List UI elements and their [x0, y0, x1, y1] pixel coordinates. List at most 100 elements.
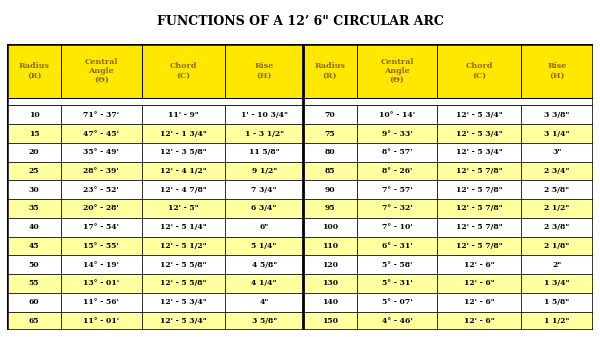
- Text: 1 1/2": 1 1/2": [544, 317, 569, 325]
- Text: 1 3/4": 1 3/4": [544, 279, 569, 287]
- Bar: [303, 255, 357, 274]
- Bar: [437, 180, 521, 199]
- Bar: [303, 143, 357, 162]
- Bar: [61, 237, 142, 255]
- Bar: [142, 180, 226, 199]
- Text: 12' - 5 7/8": 12' - 5 7/8": [456, 186, 503, 194]
- Text: 12' - 5 7/8": 12' - 5 7/8": [456, 205, 503, 212]
- Text: 8° - 57': 8° - 57': [382, 148, 412, 156]
- Bar: [303, 237, 357, 255]
- Bar: [437, 311, 521, 330]
- Text: 4 5/8": 4 5/8": [251, 261, 277, 269]
- Bar: [7, 199, 61, 218]
- Text: 71° - 37': 71° - 37': [83, 111, 119, 119]
- Bar: [226, 293, 303, 311]
- Bar: [61, 143, 142, 162]
- Bar: [303, 311, 357, 330]
- Text: 85: 85: [325, 167, 335, 175]
- Text: 47° - 45': 47° - 45': [83, 129, 119, 137]
- Bar: [357, 274, 437, 293]
- Bar: [357, 105, 437, 124]
- Bar: [303, 180, 357, 199]
- Bar: [521, 311, 593, 330]
- Text: Central
Angle
(Θ): Central Angle (Θ): [85, 58, 118, 84]
- Text: 35° - 49': 35° - 49': [83, 148, 119, 156]
- Bar: [226, 218, 303, 237]
- Text: 12' - 6": 12' - 6": [464, 317, 494, 325]
- Text: Rise
(H): Rise (H): [547, 62, 566, 80]
- Bar: [61, 218, 142, 237]
- Text: 12' - 5": 12' - 5": [168, 205, 199, 212]
- Text: 5° - 58': 5° - 58': [382, 261, 412, 269]
- Bar: [142, 143, 226, 162]
- Text: 130: 130: [322, 279, 338, 287]
- Text: 9 1/2": 9 1/2": [251, 167, 277, 175]
- Bar: [7, 105, 61, 124]
- Bar: [437, 274, 521, 293]
- Text: 12' - 5 7/8": 12' - 5 7/8": [456, 242, 503, 250]
- Bar: [61, 180, 142, 199]
- Bar: [61, 293, 142, 311]
- Bar: [521, 105, 593, 124]
- Text: 12' - 5 7/8": 12' - 5 7/8": [456, 167, 503, 175]
- Text: 11° - 56': 11° - 56': [83, 298, 119, 306]
- Bar: [303, 162, 357, 180]
- Bar: [437, 199, 521, 218]
- Text: 4° - 46': 4° - 46': [382, 317, 412, 325]
- Bar: [521, 274, 593, 293]
- Bar: [303, 293, 357, 311]
- Bar: [437, 162, 521, 180]
- Bar: [521, 124, 593, 143]
- Bar: [7, 124, 61, 143]
- Text: 12' - 5 3/4": 12' - 5 3/4": [456, 129, 503, 137]
- Text: 28° - 39': 28° - 39': [83, 167, 119, 175]
- Text: 1 - 3 1/2": 1 - 3 1/2": [245, 129, 284, 137]
- Text: 2 1/8": 2 1/8": [544, 242, 569, 250]
- Text: 15° - 55': 15° - 55': [83, 242, 119, 250]
- Bar: [7, 237, 61, 255]
- Text: 95: 95: [325, 205, 335, 212]
- Bar: [7, 44, 61, 98]
- Text: 12' - 5 1/2": 12' - 5 1/2": [160, 242, 207, 250]
- Text: 6 3/4": 6 3/4": [251, 205, 277, 212]
- Text: 120: 120: [322, 261, 338, 269]
- Bar: [437, 255, 521, 274]
- Text: 90: 90: [325, 186, 335, 194]
- Bar: [142, 218, 226, 237]
- Text: 11 5/8": 11 5/8": [249, 148, 280, 156]
- Text: 12' - 6": 12' - 6": [464, 298, 494, 306]
- Bar: [226, 162, 303, 180]
- Text: 75: 75: [325, 129, 335, 137]
- Bar: [226, 199, 303, 218]
- Text: 1 5/8": 1 5/8": [544, 298, 569, 306]
- Bar: [7, 218, 61, 237]
- Bar: [437, 237, 521, 255]
- Text: 150: 150: [322, 317, 338, 325]
- Bar: [226, 180, 303, 199]
- Bar: [226, 274, 303, 293]
- Bar: [437, 293, 521, 311]
- Text: 7° - 57': 7° - 57': [382, 186, 412, 194]
- Bar: [142, 311, 226, 330]
- Bar: [7, 274, 61, 293]
- Text: 4": 4": [259, 298, 269, 306]
- Text: 2 3/8": 2 3/8": [544, 223, 569, 231]
- Text: Radius
(R): Radius (R): [314, 62, 346, 80]
- Text: 45: 45: [29, 242, 40, 250]
- Text: 12' - 5 5/8": 12' - 5 5/8": [160, 261, 207, 269]
- Bar: [303, 218, 357, 237]
- Bar: [521, 255, 593, 274]
- Bar: [142, 162, 226, 180]
- Bar: [521, 44, 593, 98]
- Text: 12' - 3 5/8": 12' - 3 5/8": [160, 148, 207, 156]
- Bar: [521, 199, 593, 218]
- Text: 60: 60: [29, 298, 40, 306]
- Bar: [7, 143, 61, 162]
- Text: 50: 50: [29, 261, 40, 269]
- Bar: [7, 98, 593, 105]
- Text: 12' - 6": 12' - 6": [464, 261, 494, 269]
- Text: 3": 3": [552, 148, 562, 156]
- Bar: [357, 255, 437, 274]
- Bar: [7, 162, 61, 180]
- Bar: [357, 199, 437, 218]
